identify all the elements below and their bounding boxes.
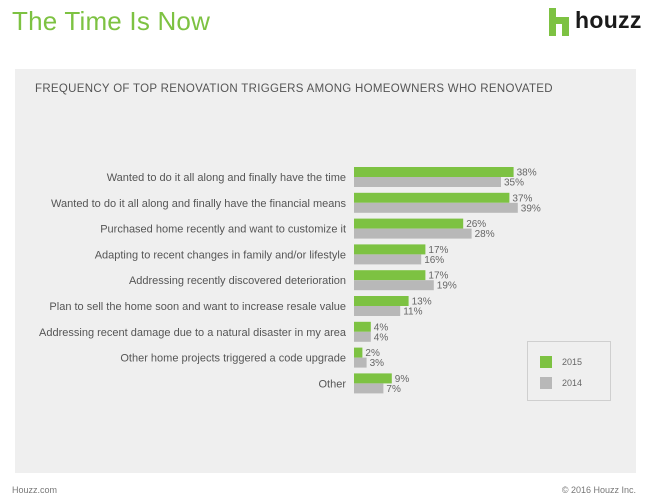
bar-2014-0 bbox=[354, 177, 501, 187]
legend-swatch-2014 bbox=[540, 377, 552, 389]
value-label-2014-8: 7% bbox=[386, 384, 401, 395]
bar-2014-6 bbox=[354, 331, 371, 342]
bar-2015-1 bbox=[354, 192, 510, 203]
value-label-2014-2: 28% bbox=[475, 229, 495, 240]
bar-2015-6 bbox=[354, 321, 371, 332]
footer-copyright: © 2016 Houzz Inc. bbox=[561, 485, 636, 495]
legend-label-2014: 2014 bbox=[562, 378, 583, 388]
houzz-logo-icon bbox=[549, 8, 569, 36]
legend-label-2015: 2015 bbox=[562, 357, 583, 367]
category-label-other-home-projects-triggered-a-code-upg: Other home projects triggered a code upg… bbox=[120, 353, 346, 365]
bar-2015-2 bbox=[354, 218, 464, 229]
brand-name: houzz bbox=[575, 7, 642, 33]
bar-2014-4 bbox=[354, 280, 434, 291]
bar-2014-8 bbox=[354, 383, 384, 394]
bar-2014-7 bbox=[354, 357, 367, 368]
bar-2015-4 bbox=[354, 270, 426, 281]
bar-2014-5 bbox=[354, 306, 401, 316]
bar-2015-7 bbox=[354, 347, 363, 358]
category-label-other: Other bbox=[318, 378, 346, 390]
houzz-logo[interactable]: houzz bbox=[549, 7, 642, 36]
value-label-2014-3: 16% bbox=[424, 255, 444, 266]
category-label-plan-to-sell-the-home-soon-and-want-to-i: Plan to sell the home soon and want to i… bbox=[49, 301, 346, 313]
value-label-2014-0: 35% bbox=[504, 178, 524, 189]
page-title: The Time Is Now bbox=[12, 6, 211, 36]
category-label-addressing-recent-damage-due-to-a-natura: Addressing recent damage due to a natura… bbox=[39, 327, 347, 339]
bar-2015-3 bbox=[354, 244, 426, 255]
value-label-2015-0: 38% bbox=[517, 168, 537, 179]
category-label-addressing-recently-discovered-deteriora: Addressing recently discovered deteriora… bbox=[129, 275, 346, 287]
chart-panel: FREQUENCY OF TOP RENOVATION TRIGGERS AMO… bbox=[15, 69, 636, 473]
value-label-2014-4: 19% bbox=[437, 281, 457, 292]
category-label-wanted-to-do-it-all-along-and-finally-ha: Wanted to do it all along and finally ha… bbox=[107, 172, 346, 184]
bar-2015-0 bbox=[354, 167, 514, 177]
value-label-2015-3: 17% bbox=[428, 245, 448, 256]
bar-2014-1 bbox=[354, 202, 518, 213]
bar-2015-8 bbox=[354, 373, 392, 384]
value-label-2014-7: 3% bbox=[370, 358, 385, 369]
legend-swatch-2015 bbox=[540, 356, 552, 368]
legend: 2015 2014 bbox=[527, 341, 611, 401]
value-label-2015-8: 9% bbox=[395, 374, 410, 385]
value-label-2014-6: 4% bbox=[374, 332, 389, 343]
value-label-2015-1: 37% bbox=[512, 193, 532, 204]
value-label-2015-4: 17% bbox=[428, 271, 448, 282]
category-label-adapting-to-recent-changes-in-family-and: Adapting to recent changes in family and… bbox=[95, 249, 346, 261]
value-label-2015-2: 26% bbox=[466, 219, 486, 230]
value-label-2015-6: 4% bbox=[374, 322, 389, 333]
bar-2015-5 bbox=[354, 296, 409, 306]
bar-2014-3 bbox=[354, 254, 422, 265]
category-label-wanted-to-do-it-all-along-and-finally-ha: Wanted to do it all along and finally ha… bbox=[51, 198, 346, 210]
value-label-2014-5: 11% bbox=[403, 307, 422, 318]
chart-title: FREQUENCY OF TOP RENOVATION TRIGGERS AMO… bbox=[35, 83, 553, 95]
bar-chart: Wanted to do it all along and finally ha… bbox=[39, 167, 541, 395]
category-label-purchased-home-recently-and-want-to-cust: Purchased home recently and want to cust… bbox=[100, 224, 346, 236]
value-label-2015-5: 13% bbox=[412, 297, 432, 308]
bar-2014-2 bbox=[354, 228, 472, 239]
footer-site-link[interactable]: Houzz.com bbox=[12, 485, 58, 495]
value-label-2015-7: 2% bbox=[365, 348, 380, 359]
value-label-2014-1: 39% bbox=[521, 203, 541, 214]
